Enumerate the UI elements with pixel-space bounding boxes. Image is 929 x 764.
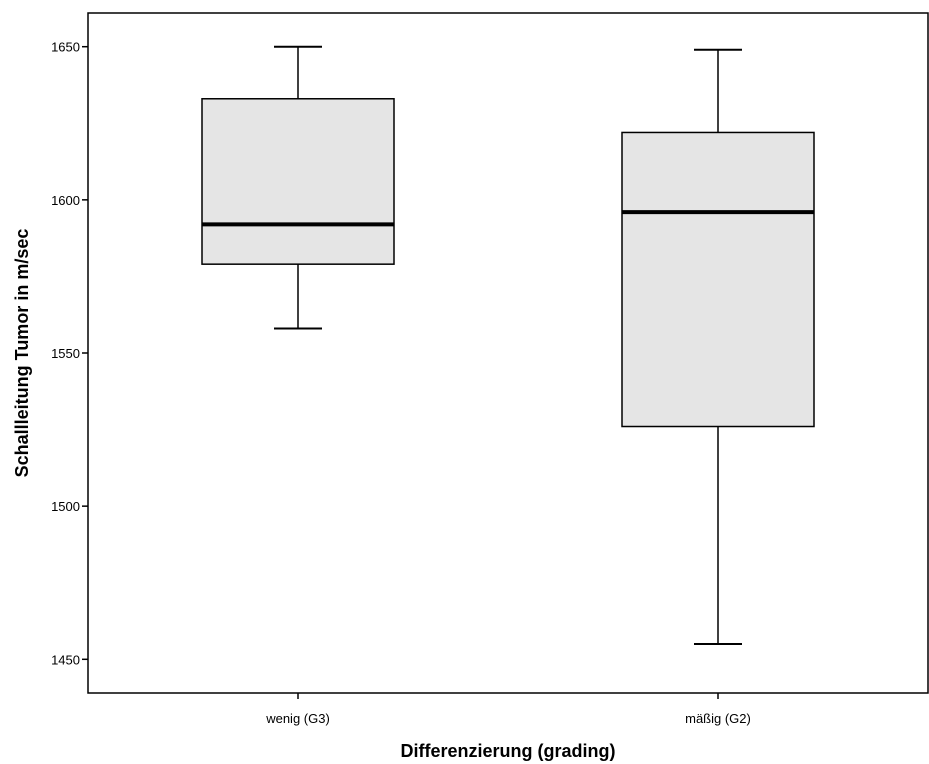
y-tick-label: 1450 (51, 652, 80, 667)
y-tick-label: 1650 (51, 40, 80, 55)
box-plot-item (621, 48, 815, 645)
box-plot-item (201, 45, 395, 330)
y-axis: 1450 1500 1550 1600 1650 (51, 40, 88, 667)
box-series (201, 45, 815, 645)
y-tick-label: 1600 (51, 193, 80, 208)
x-axis-title: Differenzierung (grading) (401, 741, 616, 761)
y-axis-title: Schallleitung Tumor in m/sec (12, 229, 32, 478)
y-tick-label: 1500 (51, 499, 80, 514)
iqr-box (201, 98, 395, 265)
x-tick-label: mäßig (G2) (685, 711, 751, 726)
x-tick-label: wenig (G3) (265, 711, 330, 726)
y-tick-label: 1550 (51, 346, 80, 361)
iqr-box (621, 131, 815, 428)
x-axis: wenig (G3) mäßig (G2) (265, 693, 751, 726)
